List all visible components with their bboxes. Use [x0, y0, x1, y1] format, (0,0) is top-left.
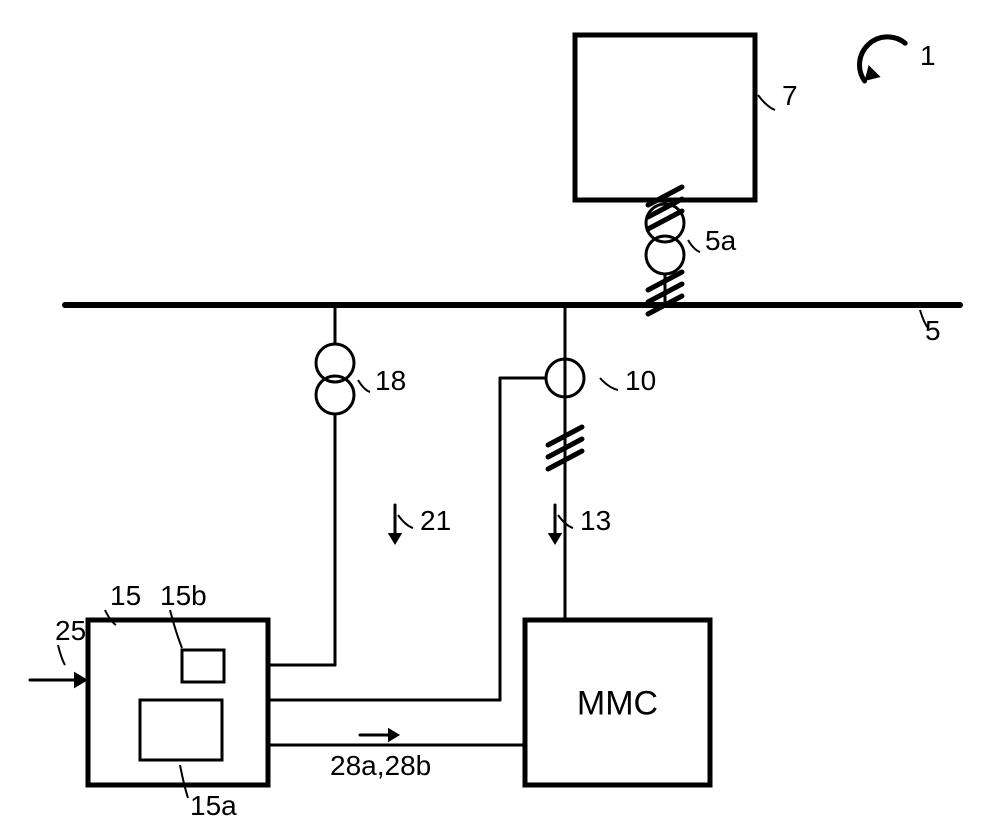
label-l13: 13 — [580, 505, 611, 536]
label-l15b: 15b — [160, 580, 207, 611]
block-15a — [140, 700, 222, 760]
label-l21: 21 — [420, 505, 451, 536]
block-7 — [575, 35, 755, 200]
lead-tick — [58, 645, 65, 665]
label-l1: 1 — [920, 40, 936, 71]
block-15b — [182, 650, 224, 682]
label-l28: 28a,28b — [330, 750, 431, 781]
label-l5a: 5a — [705, 225, 737, 256]
label-l25: 25 — [55, 615, 86, 646]
lead-tick — [758, 95, 775, 110]
lead-tick — [180, 765, 188, 798]
label-l15a: 15a — [190, 790, 237, 821]
mmc-label: MMC — [577, 685, 658, 723]
label-l10: 10 — [625, 365, 656, 396]
schematic-diagram: MMC 1 7 5a 5 18 10 21 13 25 15 15b 15a 28a,28b — [0, 0, 1000, 837]
label-l15: 15 — [110, 580, 141, 611]
lead-tick — [358, 380, 370, 392]
label-l18: 18 — [375, 365, 406, 396]
label-l5: 5 — [925, 315, 941, 346]
lead-tick — [398, 515, 413, 528]
lead-tick — [600, 378, 618, 390]
label-l7: 7 — [782, 80, 798, 111]
lead-tick — [688, 240, 700, 252]
lead-tick — [170, 610, 182, 648]
